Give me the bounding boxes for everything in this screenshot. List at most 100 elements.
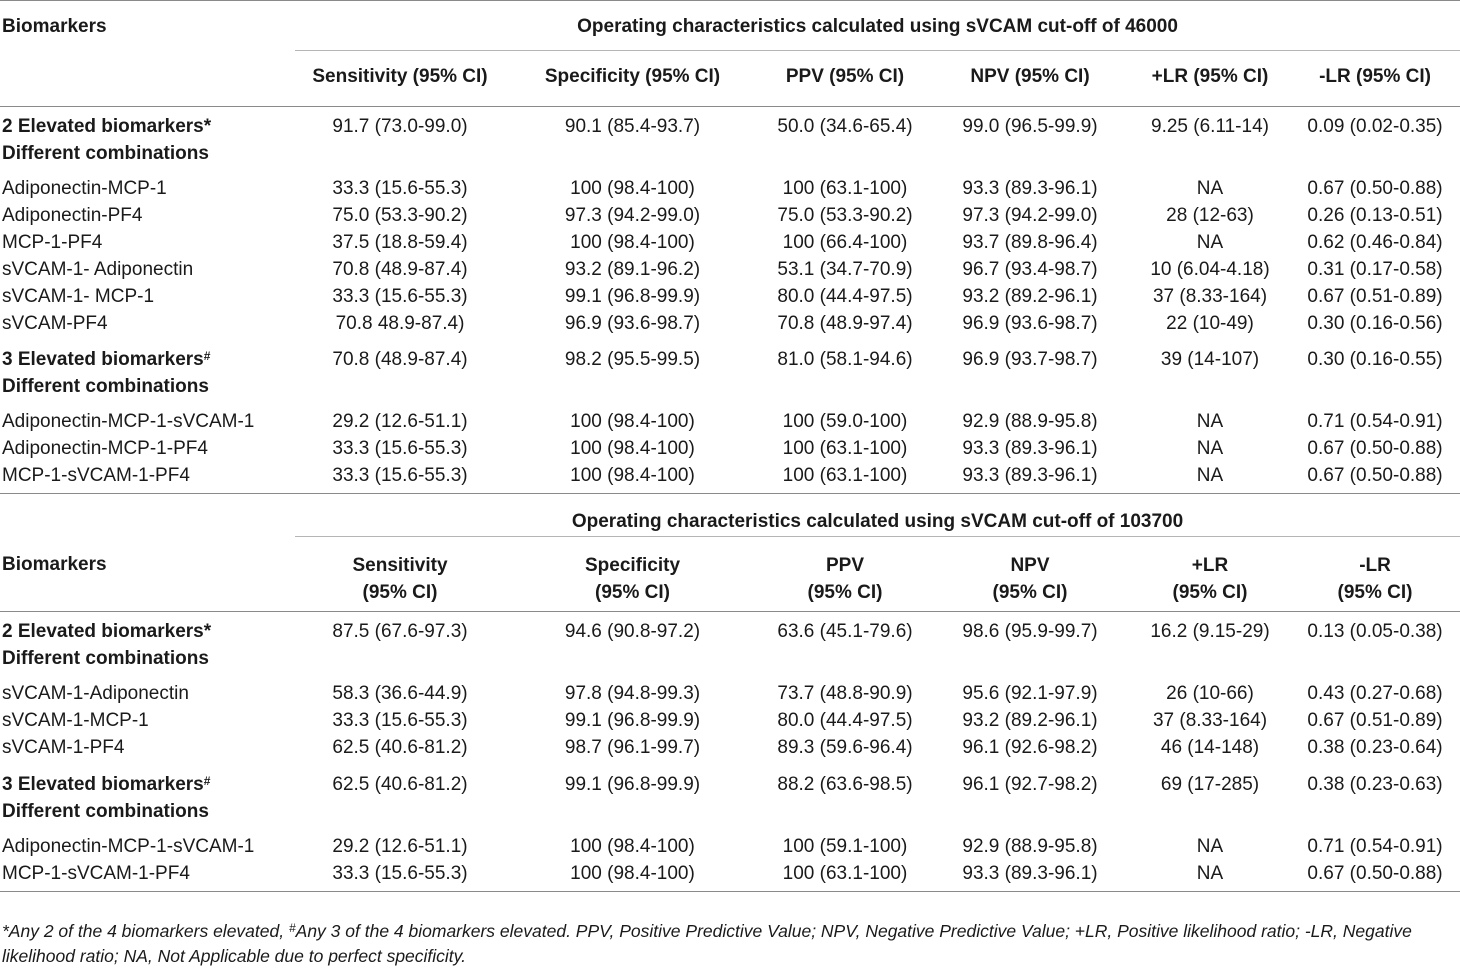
- row-label: MCP-1-sVCAM-1-PF4: [0, 462, 295, 494]
- table-cell: 0.71 (0.54-0.91): [1307, 835, 1443, 857]
- table-cell: 80.0 (44.4-97.5): [777, 709, 913, 731]
- table-cell: 9.25 (6.11-14): [1151, 116, 1269, 137]
- row-label: sVCAM-1-PF4: [2, 736, 125, 758]
- table-cell: 99.1 (96.8-99.9): [564, 286, 701, 307]
- row-label: Adiponectin-PF4: [2, 205, 143, 226]
- table-cell: NA: [1130, 462, 1290, 494]
- table-cell: 0.38 (0.23-0.63): [1307, 773, 1443, 795]
- table-cell: 0.30 (0.16-0.55): [1307, 349, 1443, 370]
- row-label: Adiponectin-MCP-1-sVCAM-1: [2, 835, 255, 857]
- col-header-specificity-2: Specificity (95% CI): [505, 536, 760, 612]
- table-row: 3 Elevated biomarkers# 70.8 (48.9-87.4) …: [0, 337, 1460, 373]
- row-label: sVCAM-1-MCP-1: [2, 709, 149, 731]
- table-cell: 0.71 (0.54-0.91): [1307, 411, 1443, 432]
- table-cell: 0.13 (0.05-0.38): [1307, 620, 1443, 642]
- table-cell: 37.5 (18.8-59.4): [332, 232, 468, 253]
- table-cell: 75.0 (53.3-90.2): [777, 205, 913, 226]
- group-label-text: 3 Elevated biomarkers: [2, 349, 204, 370]
- table-cell: 91.7 (73.0-99.0): [332, 116, 468, 137]
- col-header-line: -LR: [1359, 554, 1391, 576]
- col-header-line: Sensitivity: [352, 554, 448, 576]
- table-cell: NA: [1196, 835, 1224, 857]
- table-row: sVCAM-1-MCP-1 33.3 (15.6-55.3) 99.1 (96.…: [0, 707, 1460, 734]
- group-label: 3 Elevated biomarkers#: [0, 761, 295, 798]
- table-cell: 100 (98.4-100): [570, 178, 695, 199]
- table-cell: 10 (6.04-4.18): [1150, 259, 1270, 280]
- row-label: MCP-1-sVCAM-1-PF4: [0, 859, 295, 892]
- table-cell: 58.3 (36.6-44.9): [332, 682, 468, 704]
- row-label: sVCAM-1- MCP-1: [2, 286, 155, 307]
- group-sublabel: Different combinations: [2, 647, 209, 669]
- row-label: Adiponectin-MCP-1: [2, 178, 167, 199]
- table-cell: 96.9 (93.7-98.7): [962, 349, 1098, 370]
- superscript-mark: #: [203, 773, 211, 788]
- table-cell: 97.3 (94.2-99.0): [564, 205, 701, 226]
- group-label-text: 3 Elevated biomarkers: [2, 773, 204, 795]
- col-header-plr-2: +LR (95% CI): [1130, 536, 1290, 612]
- table-cell: NA: [1196, 411, 1224, 432]
- table-cell: 22 (10-49): [1166, 313, 1254, 334]
- table-cell: 99.1 (96.8-99.9): [564, 773, 701, 795]
- table-cell: 87.5 (67.6-97.3): [332, 620, 468, 642]
- table-cell: 62.5 (40.6-81.2): [332, 773, 468, 795]
- table-cell: 94.6 (90.8-97.2): [564, 620, 701, 642]
- table-cell: 93.3 (89.3-96.1): [962, 178, 1098, 199]
- group-label: 2 Elevated biomarkers*: [2, 116, 212, 137]
- group-label: 3 Elevated biomarkers#: [0, 337, 295, 373]
- table-cell: 37 (8.33-164): [1152, 709, 1268, 731]
- table-cell: 89.3 (59.6-96.4): [777, 736, 913, 758]
- table-cell: 96.1 (92.7-98.2): [962, 773, 1098, 795]
- table-cell: 93.7 (89.8-96.4): [962, 232, 1098, 253]
- table-cell: 100 (66.4-100): [782, 232, 908, 253]
- table-row: Adiponectin-MCP-1-sVCAM-1 29.2 (12.6-51.…: [0, 408, 1460, 435]
- table-cell: 28 (12-63): [1166, 205, 1254, 226]
- results-table: Biomarkers Operating characteristics cal…: [0, 0, 1460, 892]
- header-biomarkers: Biomarkers: [0, 0, 295, 51]
- table-row: sVCAM-PF4 70.8 48.9-87.4) 96.9 (93.6-98.…: [0, 310, 1460, 337]
- table-cell: 0.67 (0.50-0.88): [1290, 462, 1460, 494]
- table-cell: 70.8 (48.9-97.4): [777, 313, 913, 334]
- table-cell: 100 (98.4-100): [570, 835, 695, 857]
- table-cell: 37 (8.33-164): [1152, 286, 1268, 307]
- col-header-line: NPV: [1010, 554, 1050, 576]
- col-header-npv-2: NPV (95% CI): [930, 536, 1130, 612]
- table-cell: NA: [1196, 232, 1224, 253]
- superscript-mark: #: [288, 921, 296, 935]
- row-label: sVCAM-1- Adiponectin: [2, 259, 194, 280]
- table-cell: 0.67 (0.50-0.88): [1307, 438, 1443, 459]
- table-cell: 80.0 (44.4-97.5): [777, 286, 913, 307]
- table-row: 2 Elevated biomarkers* 91.7 (73.0-99.0) …: [0, 107, 1460, 141]
- col-header-line: (95% CI): [1337, 581, 1413, 603]
- table-row: sVCAM-1-PF4 62.5 (40.6-81.2) 98.7 (96.1-…: [0, 734, 1460, 761]
- table-cell: 100 (63.1-100): [782, 438, 908, 459]
- table-row: Adiponectin-MCP-1-sVCAM-1 29.2 (12.6-51.…: [0, 833, 1460, 860]
- table-cell: 0.62 (0.46-0.84): [1307, 232, 1443, 253]
- row-label: MCP-1-PF4: [2, 232, 103, 253]
- table-cell: NA: [1196, 438, 1224, 459]
- table-cell: 0.09 (0.02-0.35): [1307, 116, 1443, 137]
- col-header-sensitivity: Sensitivity (95% CI): [295, 50, 505, 107]
- table-cell: 33.3 (15.6-55.3): [332, 286, 468, 307]
- col-header-line: (95% CI): [1172, 581, 1248, 603]
- table-cell: 29.2 (12.6-51.1): [332, 835, 468, 857]
- table-cell: 62.5 (40.6-81.2): [332, 736, 468, 758]
- superscript-mark: #: [203, 349, 211, 363]
- table-cell: 93.2 (89.2-96.1): [962, 286, 1098, 307]
- table-row: 3 Elevated biomarkers# 62.5 (40.6-81.2) …: [0, 761, 1460, 798]
- table-cell: 69 (17-285): [1160, 773, 1260, 795]
- table-cell: 100 (59.0-100): [782, 411, 908, 432]
- row-label: sVCAM-PF4: [2, 313, 108, 334]
- section2-title: Operating characteristics calculated usi…: [295, 493, 1460, 537]
- table-row: sVCAM-1- MCP-1 33.3 (15.6-55.3) 99.1 (96…: [0, 283, 1460, 310]
- col-header-line: +LR: [1191, 554, 1229, 576]
- col-header-npv: NPV (95% CI): [930, 50, 1130, 107]
- table-row: sVCAM-1-Adiponectin 58.3 (36.6-44.9) 97.…: [0, 680, 1460, 707]
- row-label: Adiponectin-MCP-1-PF4: [2, 438, 208, 459]
- table-cell: 81.0 (58.1-94.6): [777, 349, 913, 370]
- table-cell: 90.1 (85.4-93.7): [564, 116, 701, 137]
- table-cell: 93.3 (89.3-96.1): [962, 438, 1098, 459]
- table-row: 2 Elevated biomarkers* 87.5 (67.6-97.3) …: [0, 611, 1460, 645]
- table-cell: 33.3 (15.6-55.3): [332, 178, 468, 199]
- col-header-ppv-2: PPV (95% CI): [760, 536, 930, 612]
- col-header-line: Specificity: [584, 554, 681, 576]
